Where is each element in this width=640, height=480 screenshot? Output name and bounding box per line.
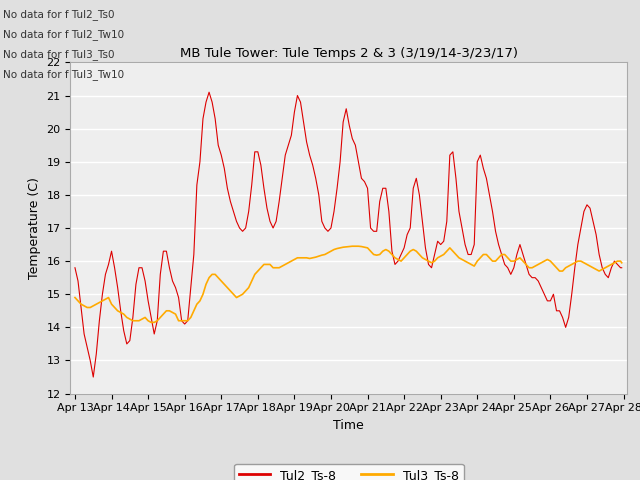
Text: No data for f Tul2_Tw10: No data for f Tul2_Tw10 [3,29,124,40]
X-axis label: Time: Time [333,419,364,432]
Text: No data for f Tul3_Ts0: No data for f Tul3_Ts0 [3,49,115,60]
Title: MB Tule Tower: Tule Temps 2 & 3 (3/19/14-3/23/17): MB Tule Tower: Tule Temps 2 & 3 (3/19/14… [180,47,518,60]
Legend: Tul2_Ts-8, Tul3_Ts-8: Tul2_Ts-8, Tul3_Ts-8 [234,464,463,480]
Y-axis label: Temperature (C): Temperature (C) [28,177,41,279]
Text: No data for f Tul2_Ts0: No data for f Tul2_Ts0 [3,9,115,20]
Text: No data for f Tul3_Tw10: No data for f Tul3_Tw10 [3,69,124,80]
